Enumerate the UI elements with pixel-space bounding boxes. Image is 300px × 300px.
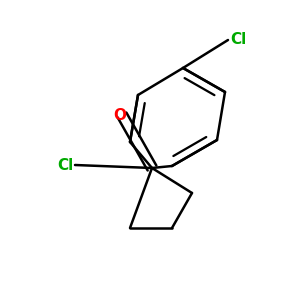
Text: Cl: Cl [57,158,73,172]
Text: O: O [113,107,127,122]
Text: Cl: Cl [230,32,246,47]
